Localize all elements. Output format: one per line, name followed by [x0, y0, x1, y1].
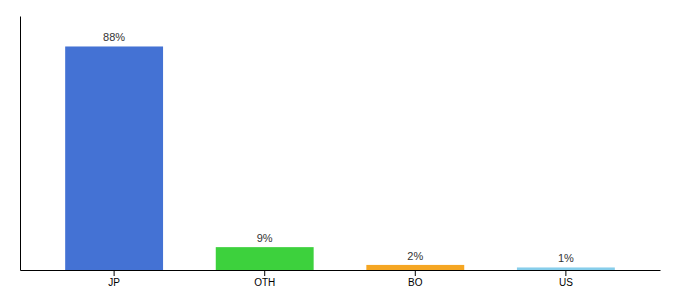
bar — [517, 267, 615, 270]
x-tick-mark — [114, 270, 115, 276]
bar — [366, 265, 464, 270]
x-tick-label: JP — [108, 277, 120, 288]
x-tick: JP — [108, 270, 120, 288]
x-tick: BO — [408, 270, 423, 288]
data-label: 2% — [407, 250, 423, 262]
data-label: 1% — [558, 252, 574, 264]
data-label: 9% — [257, 232, 273, 244]
x-tick-label: US — [559, 277, 573, 288]
x-axis-line — [21, 270, 661, 271]
x-tick-mark — [264, 270, 265, 276]
y-axis-line — [20, 17, 21, 271]
chart: JP OTH BO US 88% 9% 2% 1% — [0, 0, 680, 300]
x-tick-mark — [415, 270, 416, 276]
data-labels: 88% 9% 2% 1% — [103, 31, 574, 264]
x-axis: JP OTH BO US — [21, 270, 661, 288]
bars — [65, 46, 615, 270]
bar — [65, 46, 163, 270]
x-tick: OTH — [254, 270, 275, 288]
x-tick-label: BO — [408, 277, 423, 288]
x-tick-label: OTH — [254, 277, 275, 288]
y-axis — [20, 17, 21, 271]
bar — [216, 247, 314, 270]
data-label: 88% — [103, 31, 125, 43]
x-tick-mark — [565, 270, 566, 276]
plot: JP OTH BO US 88% 9% 2% 1% — [21, 17, 661, 289]
x-tick: US — [559, 270, 573, 288]
